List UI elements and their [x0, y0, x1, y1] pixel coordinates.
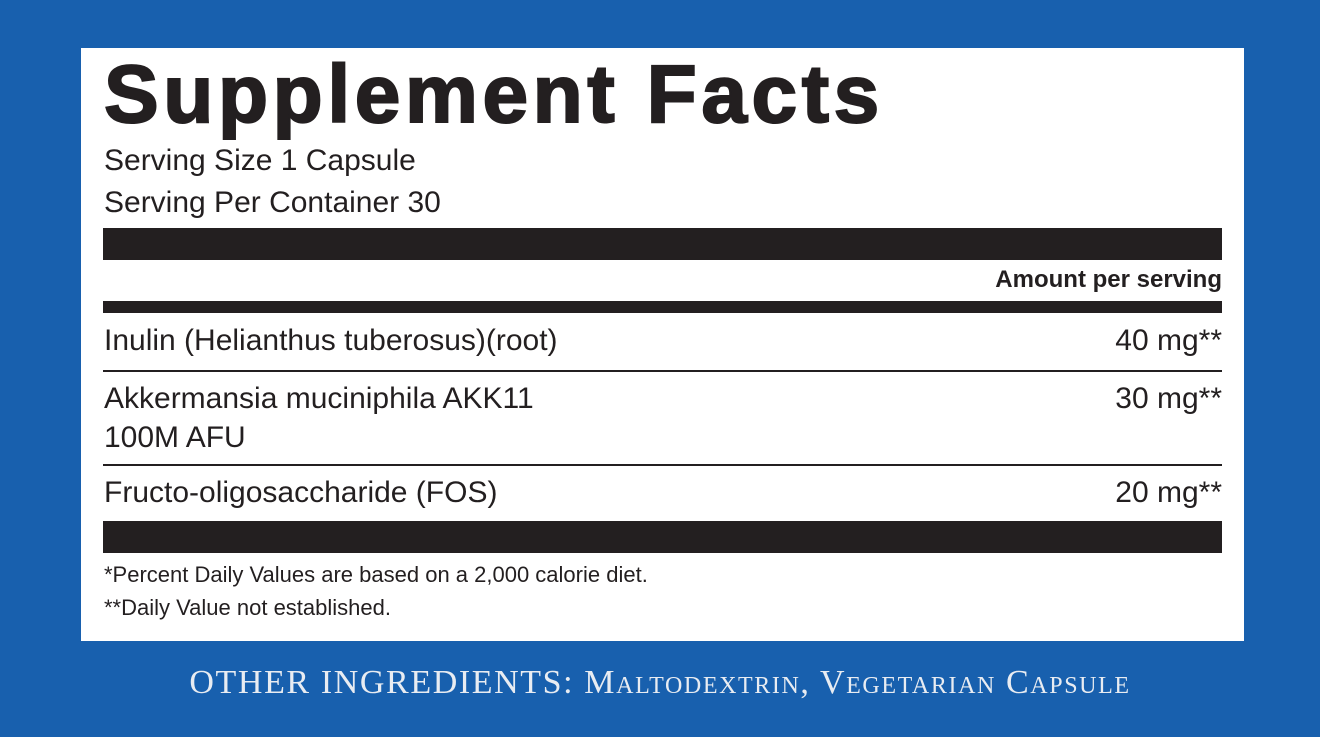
amount-header: Amount per serving [995, 266, 1222, 293]
row-divider [103, 370, 1222, 372]
ingredient-name: Akkermansia muciniphila AKK11 [104, 382, 534, 415]
servings-per-container: Serving Per Container 30 [104, 186, 441, 219]
ingredient-name: Fructo-oligosaccharide (FOS) [104, 476, 498, 509]
medium-divider [103, 301, 1222, 313]
ingredient-amount: 40 mg** [1115, 324, 1222, 357]
ingredient-amount: 30 mg** [1115, 382, 1222, 415]
ingredient-name: Inulin (Helianthus tuberosus)(root) [104, 324, 558, 357]
footnote: **Daily Value not established. [104, 595, 391, 620]
other-ingredients: OTHER INGREDIENTS: Maltodextrin, Vegetar… [189, 664, 1131, 701]
thick-divider [103, 228, 1222, 260]
serving-size: Serving Size 1 Capsule [104, 144, 416, 177]
thick-divider [103, 521, 1222, 553]
row-divider [103, 464, 1222, 466]
ingredient-amount: 20 mg** [1115, 476, 1222, 509]
page-title: Supplement Facts [103, 49, 884, 141]
ingredient-name-line2: 100M AFU [104, 421, 246, 454]
footnote: *Percent Daily Values are based on a 2,0… [104, 562, 648, 587]
